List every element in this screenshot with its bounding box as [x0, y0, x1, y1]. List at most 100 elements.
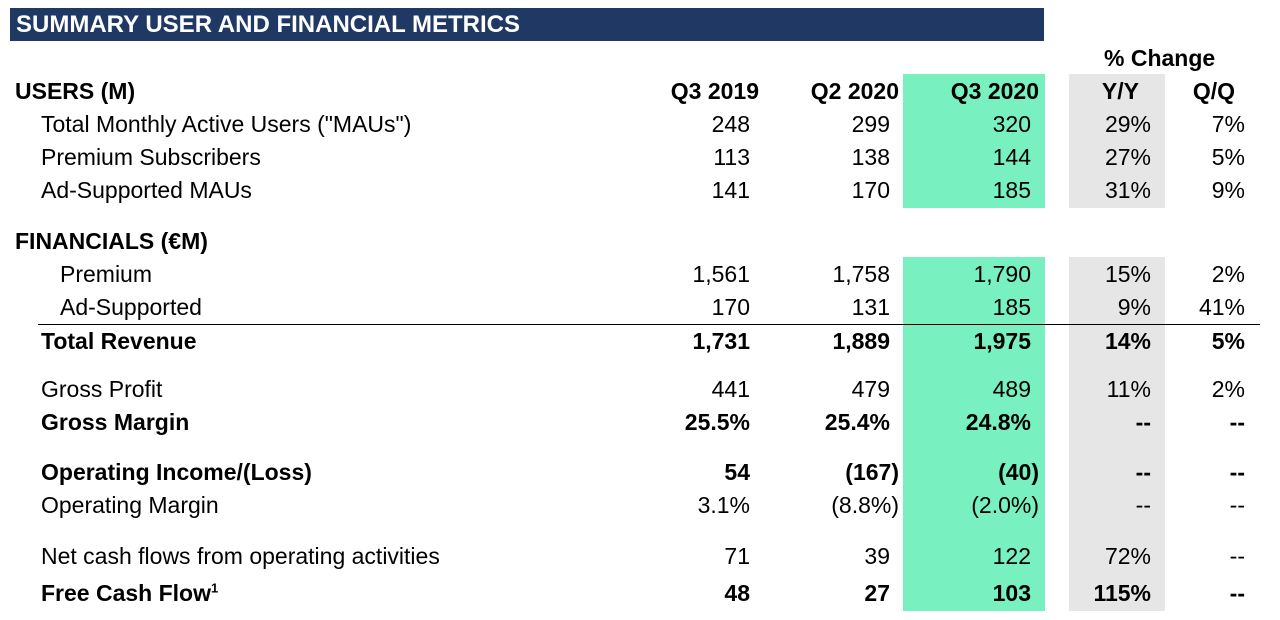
- value-q2-2020: 170: [851, 177, 890, 203]
- value-qq: 9%: [1211, 177, 1245, 203]
- page-title: SUMMARY USER AND FINANCIAL METRICS: [16, 11, 521, 38]
- value-qq: --: [1229, 409, 1245, 435]
- value-qq: --: [1229, 580, 1245, 606]
- value-q3-2019: 441: [711, 376, 750, 402]
- table-row: Premium 1,561 1,758 1,790 15% 2%: [0, 258, 1280, 291]
- row-label: Premium: [60, 261, 153, 287]
- col-header-yy: Y/Y: [1101, 78, 1139, 104]
- value-q3-2020: 1,790: [973, 261, 1031, 287]
- value-qq: 5%: [1211, 328, 1245, 354]
- value-q2-2020: 299: [851, 111, 890, 137]
- value-q3-2020: 1,975: [973, 328, 1031, 354]
- value-yy: 31%: [1104, 177, 1151, 203]
- table-row: Premium Subscribers 113 138 144 27% 5%: [0, 141, 1280, 174]
- value-q2-2020: 1,758: [832, 261, 890, 287]
- col-header-q2-2020: Q2 2020: [810, 78, 899, 104]
- row-label-text: Free Cash Flow: [41, 580, 211, 606]
- value-q3-2020: 122: [992, 543, 1031, 569]
- value-yy: 14%: [1104, 328, 1151, 354]
- row-label: Total Monthly Active Users ("MAUs"): [41, 111, 412, 137]
- value-q3-2020: 24.8%: [965, 409, 1031, 435]
- yoy-shade-financials: [1069, 257, 1165, 611]
- col-header-q3-2019: Q3 2019: [670, 78, 759, 104]
- value-q3-2019: 1,561: [692, 261, 750, 287]
- row-label: Ad-Supported MAUs: [41, 177, 252, 203]
- row-label: Free Cash Flow1: [41, 577, 218, 610]
- title-banner: [10, 8, 1044, 41]
- value-q3-2020: 320: [992, 111, 1031, 137]
- value-yy: --: [1135, 459, 1151, 485]
- value-q3-2020: 103: [992, 580, 1031, 606]
- value-q3-2020: 144: [992, 144, 1031, 170]
- value-q3-2019: 1,731: [692, 328, 750, 354]
- current-quarter-highlight-users: [903, 74, 1045, 208]
- table-row: Total Monthly Active Users ("MAUs") 248 …: [0, 108, 1280, 141]
- value-q2-2020: 1,889: [832, 328, 890, 354]
- value-qq: --: [1229, 459, 1245, 485]
- value-qq: 2%: [1211, 376, 1245, 402]
- table-row: Operating Income/(Loss) 54 (167) (40) --…: [0, 456, 1280, 489]
- total-divider-line: [38, 324, 1260, 325]
- value-q3-2020: 185: [992, 177, 1031, 203]
- table-row: Ad-Supported 170 131 185 9% 41%: [0, 291, 1280, 324]
- row-label: Operating Margin: [41, 492, 219, 518]
- value-q3-2019: 141: [711, 177, 750, 203]
- value-yy: 29%: [1104, 111, 1151, 137]
- value-q3-2020: 489: [992, 376, 1031, 402]
- value-q3-2019: 113: [713, 144, 750, 170]
- current-quarter-highlight-financials: [903, 257, 1045, 611]
- table-row: Operating Margin 3.1% (8.8%) (2.0%) -- -…: [0, 489, 1280, 522]
- value-yy: 72%: [1104, 543, 1151, 569]
- value-q2-2020: 27: [864, 580, 890, 606]
- footnote-marker: 1: [210, 580, 219, 596]
- value-q3-2020: 185: [992, 294, 1031, 320]
- row-label: Total Revenue: [41, 328, 197, 354]
- row-label: Operating Income/(Loss): [41, 459, 312, 485]
- value-yy: 11%: [1106, 376, 1151, 402]
- value-q2-2020: 479: [851, 376, 890, 402]
- value-yy: 15%: [1104, 261, 1151, 287]
- table-row: Ad-Supported MAUs 141 170 185 31% 9%: [0, 174, 1280, 207]
- value-qq: 7%: [1211, 111, 1245, 137]
- value-q3-2019: 71: [724, 543, 750, 569]
- value-yy: 115%: [1093, 580, 1151, 606]
- value-q3-2019: 48: [724, 580, 750, 606]
- financials-header-row: FINANCIALS (€M): [0, 225, 1280, 258]
- row-label: Net cash flows from operating activities: [41, 543, 440, 569]
- value-q3-2019: 3.1%: [697, 492, 750, 518]
- value-q2-2020: 25.4%: [824, 409, 890, 435]
- value-q3-2019: 248: [711, 111, 750, 137]
- value-q3-2019: 25.5%: [684, 409, 750, 435]
- table-row: Gross Profit 441 479 489 11% 2%: [0, 373, 1280, 406]
- value-qq: 5%: [1211, 144, 1245, 170]
- table-row: Total Revenue 1,731 1,889 1,975 14% 5%: [0, 325, 1280, 358]
- value-q3-2019: 170: [711, 294, 750, 320]
- value-qq: 41%: [1198, 294, 1245, 320]
- value-yy: 27%: [1104, 144, 1151, 170]
- row-label: Gross Margin: [41, 409, 190, 435]
- pct-change-header: % Change: [1104, 45, 1216, 71]
- financials-section-label: FINANCIALS (€M): [15, 228, 208, 254]
- value-yy: --: [1135, 409, 1151, 435]
- row-label: Gross Profit: [41, 376, 163, 402]
- users-section-label: USERS (M): [15, 78, 136, 104]
- col-header-qq: Q/Q: [1192, 78, 1235, 104]
- table-row: Net cash flows from operating activities…: [0, 540, 1280, 573]
- value-q3-2020: (40): [998, 459, 1039, 485]
- table-row: Free Cash Flow1 48 27 103 115% --: [0, 577, 1280, 610]
- value-q3-2020: (2.0%): [971, 492, 1039, 518]
- users-header-row: USERS (M) Q3 2019 Q2 2020 Q3 2020 Y/Y Q/…: [0, 75, 1280, 108]
- value-q2-2020: (167): [845, 459, 899, 485]
- value-q2-2020: 138: [851, 144, 890, 170]
- value-yy: --: [1135, 492, 1151, 518]
- row-label: Ad-Supported: [60, 294, 202, 320]
- row-label: Premium Subscribers: [41, 144, 261, 170]
- value-qq: 2%: [1211, 261, 1245, 287]
- value-q2-2020: 131: [851, 294, 890, 320]
- table-row: Gross Margin 25.5% 25.4% 24.8% -- --: [0, 406, 1280, 439]
- value-q2-2020: 39: [864, 543, 890, 569]
- value-yy: 9%: [1117, 294, 1151, 320]
- value-q2-2020: (8.8%): [831, 492, 899, 518]
- value-qq: --: [1229, 492, 1245, 518]
- value-q3-2019: 54: [724, 459, 750, 485]
